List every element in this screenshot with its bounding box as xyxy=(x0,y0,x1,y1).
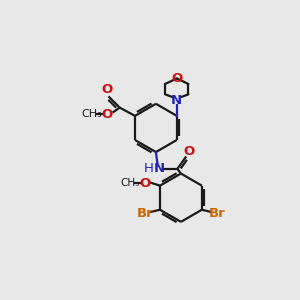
Text: CH₃: CH₃ xyxy=(120,178,140,188)
Text: O: O xyxy=(140,177,151,190)
Text: CH₃: CH₃ xyxy=(82,109,102,119)
Text: H: H xyxy=(144,162,154,175)
Text: O: O xyxy=(171,72,182,85)
Text: N: N xyxy=(153,162,164,175)
Text: Br: Br xyxy=(136,207,153,220)
Text: Br: Br xyxy=(209,207,226,220)
Text: O: O xyxy=(102,108,113,121)
Text: O: O xyxy=(101,83,112,96)
Text: N: N xyxy=(171,94,182,107)
Text: O: O xyxy=(184,145,195,158)
